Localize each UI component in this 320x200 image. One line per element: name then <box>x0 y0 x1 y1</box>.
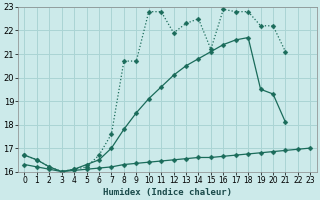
X-axis label: Humidex (Indice chaleur): Humidex (Indice chaleur) <box>103 188 232 197</box>
